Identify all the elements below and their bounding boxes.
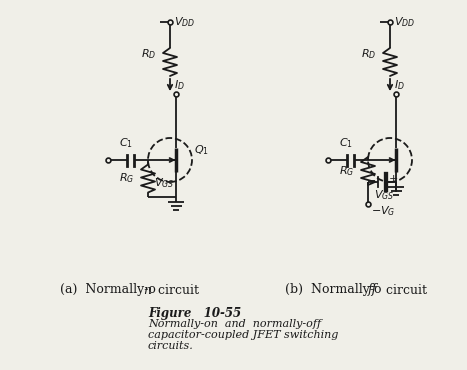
Text: $R_G$: $R_G$ — [339, 164, 354, 178]
Text: circuits.: circuits. — [148, 341, 194, 351]
Text: (b)  Normally-o: (b) Normally-o — [285, 283, 382, 296]
Text: n: n — [143, 283, 151, 296]
Text: $R_G$: $R_G$ — [119, 172, 134, 185]
Text: $C_1$: $C_1$ — [339, 136, 353, 150]
Text: $Q_1$: $Q_1$ — [194, 143, 209, 157]
Text: Figure   10-55: Figure 10-55 — [148, 306, 241, 320]
Text: capacitor-coupled JFET switching: capacitor-coupled JFET switching — [148, 330, 339, 340]
Text: $I_D$: $I_D$ — [394, 78, 405, 92]
Text: $I_D$: $I_D$ — [174, 78, 185, 92]
Text: ff: ff — [368, 283, 377, 296]
Text: $V_{GS}$: $V_{GS}$ — [374, 188, 394, 202]
Text: Normally-on  and  normally-off: Normally-on and normally-off — [148, 319, 321, 329]
Text: $-V_G$: $-V_G$ — [371, 204, 396, 218]
Text: (a)  Normally-o: (a) Normally-o — [60, 283, 156, 296]
Text: $+$: $+$ — [388, 174, 398, 185]
Text: circuit: circuit — [150, 283, 199, 296]
Text: $-$: $-$ — [366, 174, 376, 184]
Text: $R_D$: $R_D$ — [141, 47, 156, 61]
Text: circuit: circuit — [378, 283, 427, 296]
Text: $V_{DD}$: $V_{DD}$ — [394, 15, 415, 29]
Text: $V_{GS}$: $V_{GS}$ — [154, 176, 174, 190]
Text: $C_1$: $C_1$ — [119, 136, 133, 150]
Text: $R_D$: $R_D$ — [361, 47, 376, 61]
Text: $V_{DD}$: $V_{DD}$ — [174, 15, 195, 29]
